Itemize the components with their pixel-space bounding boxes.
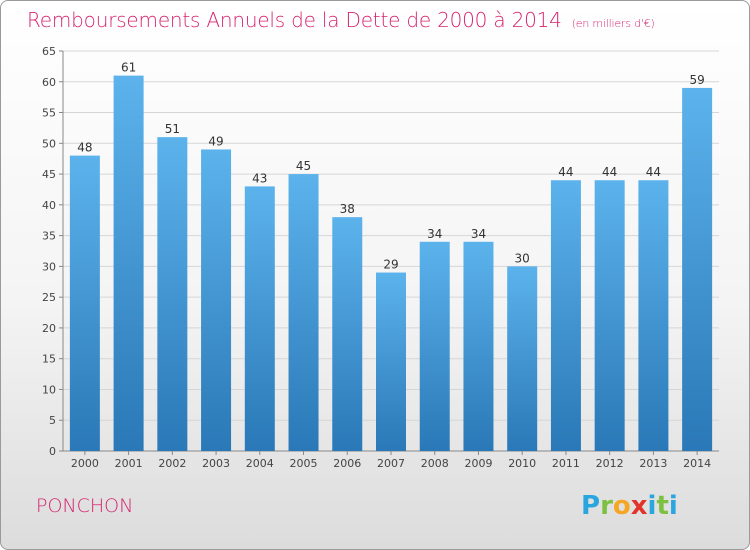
bar <box>244 186 275 451</box>
x-tick-label: 2008 <box>421 457 449 470</box>
chart-title-text: Remboursements Annuels de la Dette de 20… <box>27 8 562 32</box>
bar-value-label: 38 <box>340 202 355 216</box>
x-tick-label: 2013 <box>639 457 667 470</box>
bar-value-label: 34 <box>471 227 486 241</box>
y-tick-label: 60 <box>42 76 56 89</box>
y-tick-label: 40 <box>42 199 56 212</box>
y-tick-label: 35 <box>42 230 56 243</box>
x-tick-label: 2011 <box>552 457 580 470</box>
logo-letter: x <box>630 491 648 521</box>
chart-subtitle: (en milliers d'€) <box>571 17 655 30</box>
bar-value-label: 44 <box>646 165 661 179</box>
bar-value-label: 45 <box>296 159 311 173</box>
logo-letter: i <box>647 491 657 521</box>
bar-value-label: 49 <box>208 134 223 148</box>
x-tick-label: 2014 <box>683 457 711 470</box>
bar-value-label: 59 <box>689 73 704 87</box>
bar <box>682 87 713 451</box>
bar-value-label: 44 <box>558 165 573 179</box>
proxiti-logo[interactable]: Proxiti <box>581 491 678 521</box>
bar <box>463 241 494 451</box>
y-tick-label: 20 <box>42 322 56 335</box>
x-tick-label: 2004 <box>246 457 274 470</box>
logo-letter: o <box>612 491 631 521</box>
y-tick-label: 50 <box>42 137 56 150</box>
chart-title: Remboursements Annuels de la Dette de 20… <box>27 8 655 32</box>
y-tick-label: 65 <box>42 45 56 58</box>
bar-value-label: 61 <box>121 61 136 75</box>
bar-value-label: 48 <box>77 141 92 155</box>
bar-value-label: 30 <box>515 251 530 265</box>
logo-letter: t <box>656 491 669 521</box>
bar <box>288 174 319 452</box>
y-tick-label: 10 <box>42 383 56 396</box>
bar <box>332 217 363 451</box>
y-tick-label: 5 <box>49 414 56 427</box>
bar-value-label: 43 <box>252 171 267 185</box>
logo-letter: P <box>581 491 601 521</box>
y-tick-label: 45 <box>42 168 56 181</box>
x-tick-label: 2010 <box>508 457 536 470</box>
x-tick-label: 2003 <box>202 457 230 470</box>
logo-letter: r <box>600 491 613 521</box>
x-tick-label: 2012 <box>596 457 624 470</box>
x-tick-label: 2000 <box>71 457 99 470</box>
bar-value-label: 34 <box>427 227 442 241</box>
axes: 0 5 10 15 20 25 30 35 40 45 50 55 60 65 2000 2001 2002 20… <box>42 45 719 470</box>
bar <box>376 272 406 451</box>
x-tick-label: 2007 <box>377 457 405 470</box>
x-tick-label: 2002 <box>158 457 186 470</box>
bar-value-label: 51 <box>165 122 180 136</box>
bar-value-label: 29 <box>383 258 398 272</box>
y-tick-label: 55 <box>42 107 56 120</box>
commune-name: PONCHON <box>36 495 134 517</box>
bar <box>638 180 669 451</box>
y-tick-label: 25 <box>42 291 56 304</box>
bar <box>507 266 538 451</box>
labels: 48 61 51 49 43 45 38 29 34 34 30 44 44 44 59 <box>77 61 705 272</box>
y-tick-label: 15 <box>42 353 56 366</box>
bars <box>69 75 713 452</box>
bar <box>201 149 232 451</box>
bar <box>113 75 144 451</box>
bar <box>550 180 581 451</box>
bar <box>69 155 100 451</box>
bar <box>419 241 450 451</box>
x-tick-label: 2009 <box>464 457 492 470</box>
bar <box>157 137 188 451</box>
logo-letter: i <box>668 491 678 521</box>
x-tick-label: 2005 <box>290 457 318 470</box>
y-tick-label: 30 <box>42 260 56 273</box>
bar-value-label: 44 <box>602 165 617 179</box>
bar <box>594 180 625 451</box>
x-tick-label: 2001 <box>115 457 143 470</box>
x-tick-label: 2006 <box>333 457 361 470</box>
y-tick-label: 0 <box>49 445 56 458</box>
